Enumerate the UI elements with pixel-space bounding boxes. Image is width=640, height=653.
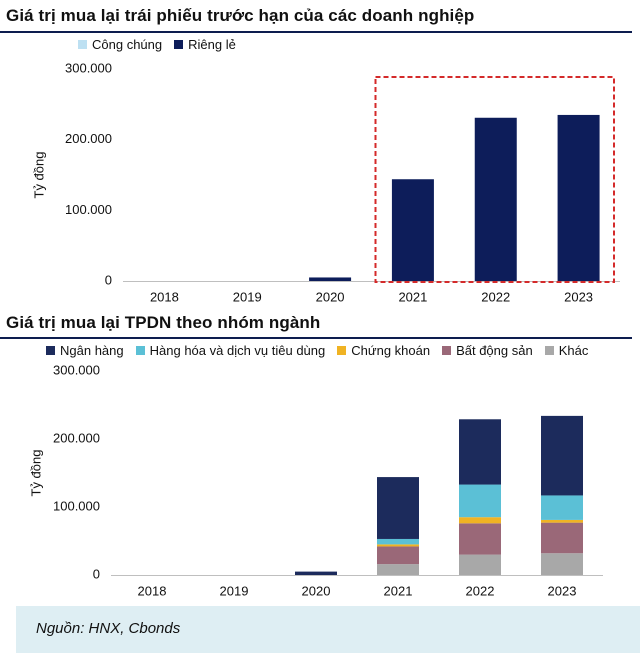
chart-1-title-rule: [0, 31, 632, 33]
y-tick-label: 0: [105, 272, 112, 287]
chart-1-plot: Tỷ đồng 0 100.000 200.000 300.000 2018 2019 202…: [31, 60, 620, 304]
x-tick-label: 2022: [481, 289, 510, 304]
legend-label: Riêng lẻ: [188, 37, 236, 52]
x-tick-label: 2018: [150, 289, 179, 304]
x-tick-label: 2021: [398, 289, 427, 304]
y-tick-label: 100.000: [53, 498, 100, 513]
chart-2-title-rule: [0, 337, 632, 339]
legend-label: Chứng khoán: [351, 343, 431, 358]
bar-segment: [377, 538, 419, 545]
bar-segment: [459, 554, 501, 575]
chart-2-title: Giá trị mua lại TPDN theo nhóm ngành: [6, 313, 321, 332]
chart-1-legend: Công chúng Riêng lẻ: [78, 37, 248, 52]
y-tick-label: 300.000: [53, 362, 100, 377]
bar-segment: [541, 522, 583, 554]
legend-label: Khác: [558, 343, 589, 358]
bar-segment: [391, 179, 434, 281]
legend-swatch: [174, 40, 184, 49]
legend-item: Hàng hóa và dịch vụ tiêu dùng: [135, 343, 326, 358]
legend-label: Công chúng: [92, 37, 163, 52]
legend-swatch: [135, 346, 145, 355]
x-tick-label: 2019: [220, 583, 249, 598]
x-tick-label: 2018: [138, 583, 167, 598]
legend-item: Ngân hàng: [46, 343, 124, 358]
legend-label: Bất động sản: [456, 343, 533, 358]
legend-item: Chứng khoán: [337, 343, 430, 358]
legend-swatch: [442, 346, 452, 355]
source-text: Nguồn: HNX, Cbonds: [36, 620, 181, 637]
y-axis-label: Tỷ đồng: [31, 152, 46, 199]
bar-segment: [377, 544, 419, 547]
bar-segment: [377, 477, 419, 539]
bar-segment: [459, 517, 501, 524]
y-tick-label: 100.000: [65, 202, 112, 217]
y-tick-label: 200.000: [53, 430, 100, 445]
bar-segment: [541, 553, 583, 575]
legend-swatch: [544, 346, 554, 355]
bar-segment: [295, 571, 337, 575]
x-tick-label: 2019: [233, 289, 262, 304]
x-tick-label: 2023: [548, 583, 577, 598]
bar-segment: [541, 415, 583, 496]
x-tick-label: 2023: [564, 289, 593, 304]
bar-segment: [309, 277, 352, 281]
legend-swatch: [78, 40, 87, 49]
bar-segment: [459, 484, 501, 518]
source-box: Nguồn: HNX, Cbonds: [16, 606, 640, 653]
legend-item: Bất động sản: [442, 343, 533, 358]
legend-swatch: [337, 346, 347, 355]
y-axis-label: Tỷ đồng: [28, 450, 43, 497]
chart-1-title: Giá trị mua lại trái phiếu trước hạn của…: [6, 6, 475, 25]
x-tick-label: 2021: [384, 583, 413, 598]
y-tick-label: 300.000: [65, 60, 112, 75]
chart-2-legend: Ngân hàng Hàng hóa và dịch vụ tiêu dùng Ch…: [46, 343, 600, 358]
bar-segment: [474, 117, 517, 281]
x-tick-label: 2020: [302, 583, 331, 598]
legend-item: Riêng lẻ: [174, 37, 236, 52]
legend-label: Hàng hóa và dịch vụ tiêu dùng: [149, 343, 326, 358]
y-tick-label: 0: [93, 566, 100, 581]
legend-item: Công chúng: [78, 37, 162, 52]
bar-segment: [541, 519, 583, 523]
highlight-box: [374, 76, 615, 283]
bar-segment: [541, 495, 583, 520]
bar-segment: [459, 419, 501, 485]
bar-segment: [377, 546, 419, 565]
y-tick-label: 200.000: [65, 131, 112, 146]
x-tick-label: 2022: [466, 583, 495, 598]
legend-label: Ngân hàng: [60, 343, 124, 358]
bar-segment: [557, 114, 600, 281]
x-tick-label: 2020: [316, 289, 345, 304]
legend-item: Khác: [544, 343, 589, 358]
bar-segment: [377, 564, 419, 575]
chart-2-plot: Tỷ đồng 0 100.000 200.000 300.000 2018 2019 202…: [28, 362, 603, 598]
legend-swatch: [46, 346, 55, 355]
bar-segment: [459, 523, 501, 555]
